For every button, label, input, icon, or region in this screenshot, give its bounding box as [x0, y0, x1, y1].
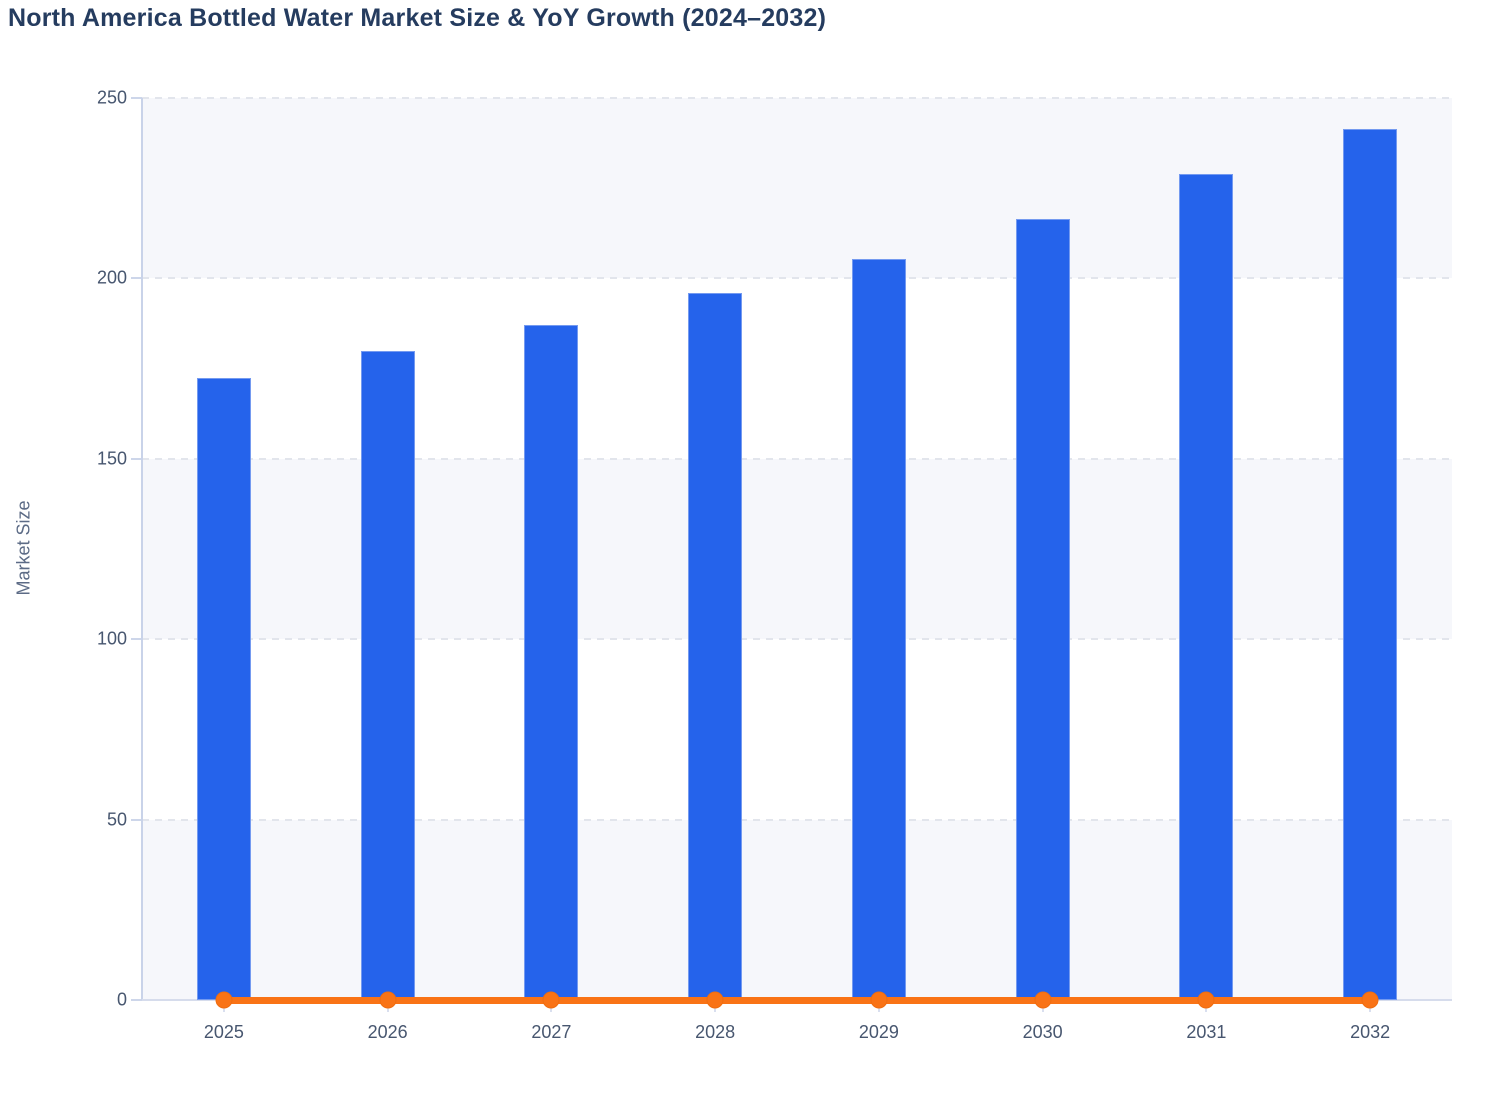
y-tick: [131, 638, 142, 641]
bar-2028[interactable]: [688, 292, 743, 1000]
y-tick-label: 250: [96, 87, 127, 108]
plot-band: [142, 458, 1452, 640]
bar-2027[interactable]: [524, 325, 579, 1000]
gridline: [142, 97, 1452, 99]
chart-title: North America Bottled Water Market Size …: [8, 4, 827, 32]
gridline: [142, 277, 1452, 280]
bar-2029[interactable]: [851, 258, 906, 1000]
x-tick-label: 2027: [531, 1022, 572, 1042]
y-tick-label: 50: [106, 809, 127, 830]
x-tick-label: 2031: [1186, 1022, 1227, 1042]
y-tick-label: 150: [96, 448, 127, 469]
gridline: [142, 457, 1452, 460]
yoy-marker-2026[interactable]: [379, 991, 397, 1009]
y-tick: [131, 97, 142, 99]
x-tick-label: 2025: [203, 1022, 244, 1042]
plot-band: [142, 819, 1452, 1000]
plot-band: [142, 98, 1452, 279]
y-tick-label: 0: [116, 989, 127, 1010]
yoy-marker-2029[interactable]: [870, 991, 888, 1009]
yoy-marker-2030[interactable]: [1034, 991, 1052, 1009]
bar-2025[interactable]: [196, 377, 251, 1000]
yoy-marker-2027[interactable]: [542, 991, 560, 1009]
yoy-marker-2025[interactable]: [215, 991, 233, 1009]
y-tick: [131, 457, 142, 460]
y-tick-label: 100: [96, 628, 127, 649]
x-tick-label: 2029: [858, 1022, 899, 1042]
x-tick-label: 2028: [695, 1022, 736, 1042]
gridline: [142, 638, 1452, 641]
x-tick-label: 2030: [1022, 1022, 1063, 1042]
yoy-marker-2031[interactable]: [1197, 991, 1215, 1009]
x-tick-label: 2032: [1350, 1022, 1391, 1042]
y-tick: [131, 277, 142, 280]
x-tick-label: 2026: [367, 1022, 408, 1042]
bar-2030[interactable]: [1015, 218, 1070, 1000]
bar-2031[interactable]: [1179, 173, 1234, 1000]
y-tick: [131, 999, 142, 1001]
yoy-growth-line: [223, 996, 1371, 1004]
bar-2026[interactable]: [360, 350, 415, 1000]
bar-2032[interactable]: [1343, 128, 1398, 1000]
y-tick: [131, 818, 142, 821]
gridline: [142, 818, 1452, 821]
yoy-marker-2028[interactable]: [706, 991, 724, 1009]
y-tick-label: 200: [96, 267, 127, 288]
y-axis-line: [141, 98, 143, 1000]
yoy-marker-2032[interactable]: [1361, 991, 1379, 1009]
